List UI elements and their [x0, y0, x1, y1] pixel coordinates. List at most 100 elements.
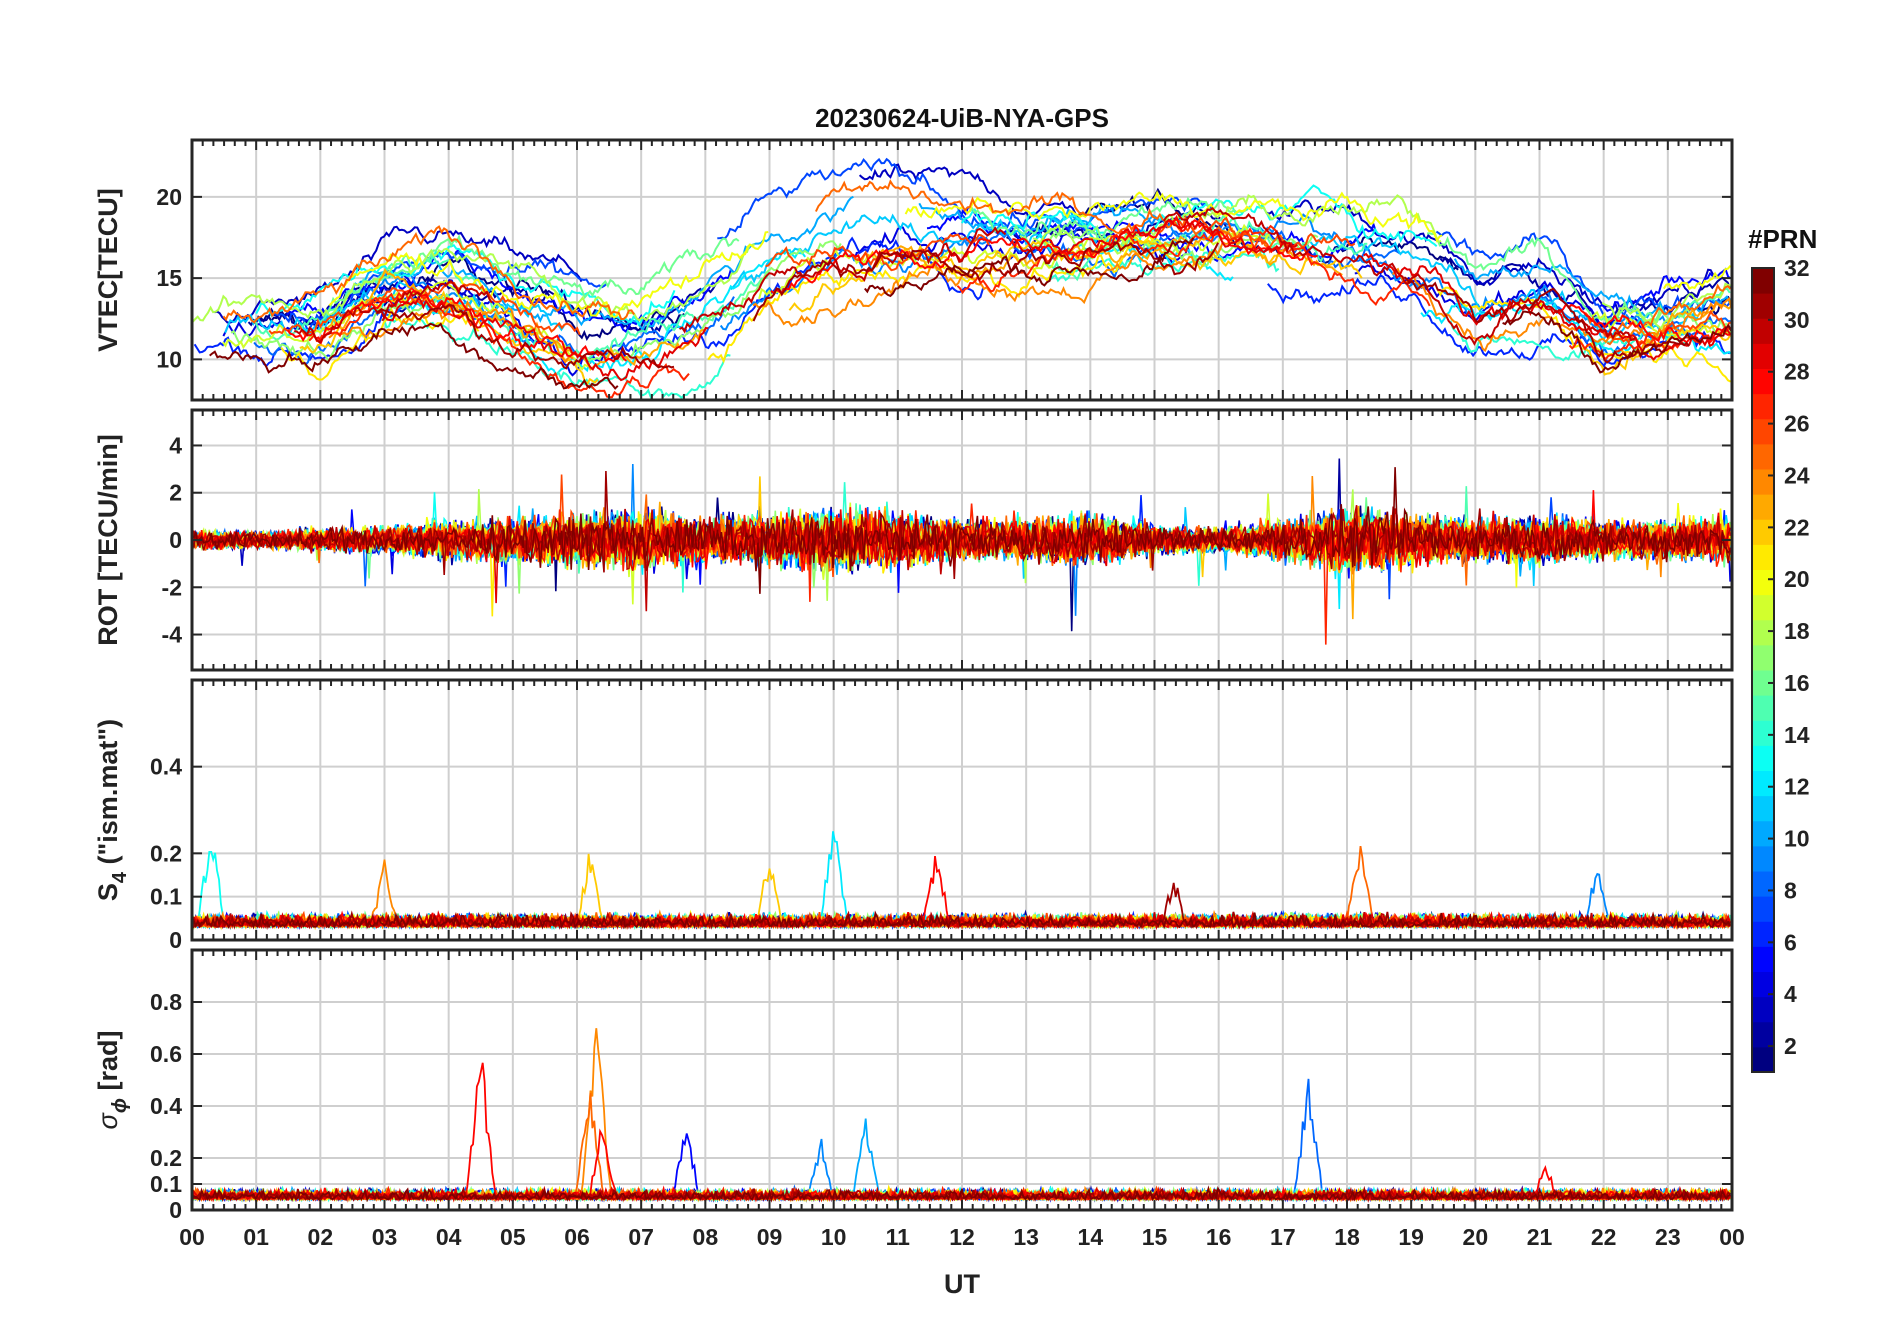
y-tick-label: 0: [169, 527, 182, 553]
x-tick-label: 13: [1013, 1224, 1039, 1250]
series-prn-29: [381, 295, 709, 382]
colorbar-tick-label: 20: [1784, 566, 1810, 592]
series-prn-30: [192, 504, 1731, 612]
colorbar-segment: [1752, 644, 1774, 671]
series-prn-28: [770, 214, 1319, 295]
colorbar-segment: [1752, 343, 1774, 369]
x-tick-label: 04: [436, 1224, 462, 1250]
colorbar-segment: [1752, 418, 1774, 445]
series-prn-32: [864, 237, 1195, 298]
colorbar-segment: [1752, 871, 1774, 897]
chart-title: 20230624-UiB-NYA-GPS: [815, 103, 1109, 133]
colorbar-segment: [1752, 1046, 1774, 1073]
x-tick-label: 00: [179, 1224, 205, 1250]
colorbar-segment: [1752, 896, 1774, 922]
panel-vtec: 10 15 20 VTEC[TECU]: [93, 138, 1734, 402]
x-tick-label: 05: [500, 1224, 526, 1250]
x-tick-label: 17: [1270, 1224, 1296, 1250]
y-tick-label: 4: [169, 432, 182, 458]
x-tick-label: 20: [1463, 1224, 1489, 1250]
colorbar-segment: [1752, 695, 1774, 721]
x-tick-label: 16: [1206, 1224, 1232, 1250]
series-prn-31: [375, 304, 675, 370]
colorbar-segment: [1752, 494, 1774, 520]
y-tick-label: 0.1: [150, 1171, 182, 1197]
colorbar-tick-label: 16: [1784, 670, 1810, 696]
series-prn-3: [214, 225, 583, 324]
series-prn-32: [1502, 310, 1732, 374]
y-axis-label-s4: S4 ("ism.mat"): [93, 719, 131, 901]
series-prn-3: [858, 163, 1082, 220]
colorbar-tick-label: 14: [1784, 722, 1810, 748]
colorbar-segment: [1752, 670, 1774, 696]
colorbar-segment: [1752, 1021, 1774, 1048]
x-tick-label: 18: [1334, 1224, 1360, 1250]
panel-rot: -4 -2 0 2 4 ROT [TECU/min]: [93, 408, 1734, 672]
colorbar-segment: [1752, 770, 1774, 797]
colorbar-title: #PRN: [1748, 224, 1817, 254]
x-tick-label: 10: [821, 1224, 847, 1250]
x-tick-label: 00: [1719, 1224, 1745, 1250]
y-tick-label: 0: [169, 1197, 182, 1223]
colorbar-segment: [1752, 745, 1774, 771]
series-prn-27: [956, 224, 1431, 307]
y-tick-label: 0.4: [150, 1093, 182, 1119]
x-tick-label: 14: [1078, 1224, 1104, 1250]
colorbar-tick-label: 24: [1784, 462, 1810, 488]
x-tick-label: 09: [757, 1224, 783, 1250]
y-tick-label: 15: [156, 265, 182, 291]
colorbar-segment: [1752, 795, 1774, 822]
series-prn-24: [328, 300, 574, 364]
colorbar-tick-label: 2: [1784, 1033, 1797, 1059]
colorbar-segment: [1752, 619, 1774, 646]
series-prn-25: [1606, 283, 1732, 346]
series-prn-28: [1557, 302, 1731, 344]
colorbar-segment: [1752, 921, 1774, 947]
colorbar-segment: [1752, 594, 1774, 621]
panel-sigma_phi: 00.10.2 0.4 0.6 0.8 σϕ [rad]: [93, 948, 1734, 1223]
colorbar-tick-label: 22: [1784, 514, 1810, 540]
x-tick-label: 21: [1527, 1224, 1553, 1250]
y-axis-label-sigma_phi: σϕ [rad]: [93, 1031, 131, 1130]
x-tick-label: 06: [564, 1224, 590, 1250]
y-tick-label: -2: [162, 574, 182, 600]
series-prn-17: [230, 292, 458, 364]
series-prn-32: [209, 322, 619, 390]
x-tick-label: 03: [372, 1224, 398, 1250]
x-tick-label: 02: [308, 1224, 334, 1250]
series-group: [192, 157, 1732, 400]
series-prn-10: [918, 202, 1159, 238]
x-axis-label: UT: [944, 1269, 980, 1299]
colorbar-segment: [1752, 519, 1774, 545]
series-prn-20: [1662, 265, 1732, 291]
series-group: [192, 458, 1731, 645]
series-prn-16: [1426, 232, 1667, 325]
colorbar-segment: [1752, 971, 1774, 998]
series-prn-27: [308, 286, 690, 399]
series-prn-16: [324, 234, 740, 314]
series-prn-28: [286, 289, 628, 363]
series-prn-29: [1363, 252, 1732, 361]
series-prn-30: [679, 226, 1007, 334]
series-prn-30: [1162, 207, 1637, 346]
series-prn-18: [192, 243, 756, 323]
colorbar-tick-label: 10: [1784, 826, 1810, 852]
series-prn-32: [192, 910, 1731, 931]
x-tick-label: 22: [1591, 1224, 1617, 1250]
colorbar-tick-label: 18: [1784, 618, 1810, 644]
colorbar-tick-label: 26: [1784, 411, 1810, 437]
series-prn-32: [192, 467, 1731, 594]
series-prn-26: [268, 281, 581, 337]
colorbar-segment: [1752, 469, 1774, 495]
series-prn-31: [192, 470, 1731, 580]
series-prn-2: [1439, 255, 1732, 329]
colorbar-segment: [1752, 368, 1774, 395]
colorbar-segment: [1752, 544, 1774, 570]
y-tick-label: 0.2: [150, 1145, 182, 1171]
y-tick-label: 20: [156, 184, 182, 210]
colorbar-segment: [1752, 720, 1774, 746]
series-prn-6: [193, 295, 411, 368]
colorbar-segment: [1752, 946, 1774, 972]
